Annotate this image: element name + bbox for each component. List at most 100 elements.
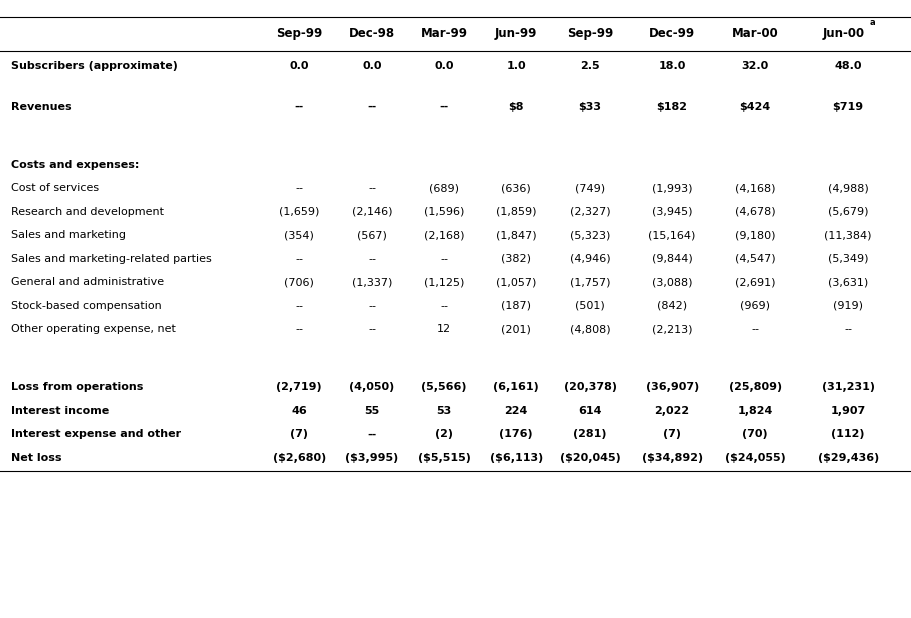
Text: --: -- xyxy=(367,430,376,439)
Text: (969): (969) xyxy=(740,301,769,311)
Text: (2,146): (2,146) xyxy=(352,207,392,217)
Text: (4,678): (4,678) xyxy=(734,207,774,217)
Text: (919): (919) xyxy=(833,301,862,311)
Text: (3,945): (3,945) xyxy=(651,207,691,217)
Text: (1,125): (1,125) xyxy=(424,277,464,287)
Text: (4,808): (4,808) xyxy=(569,324,609,334)
Text: (9,180): (9,180) xyxy=(734,231,774,240)
Text: (354): (354) xyxy=(284,231,313,240)
Text: 48.0: 48.0 xyxy=(834,61,861,71)
Text: (281): (281) xyxy=(573,430,606,439)
Text: Costs and expenses:: Costs and expenses: xyxy=(11,160,139,170)
Text: 224: 224 xyxy=(504,406,527,416)
Text: --: -- xyxy=(368,301,375,311)
Text: --: -- xyxy=(439,102,448,112)
Text: (20,378): (20,378) xyxy=(563,383,616,392)
Text: Sales and marketing-related parties: Sales and marketing-related parties xyxy=(11,254,211,264)
Text: (1,859): (1,859) xyxy=(496,207,536,217)
Text: (2,719): (2,719) xyxy=(276,383,322,392)
Text: Sep-99: Sep-99 xyxy=(567,27,612,41)
Text: (4,946): (4,946) xyxy=(569,254,609,264)
Text: (501): (501) xyxy=(575,301,604,311)
Text: 614: 614 xyxy=(578,406,601,416)
Text: Revenues: Revenues xyxy=(11,102,71,112)
Text: (7): (7) xyxy=(290,430,308,439)
Text: --: -- xyxy=(440,254,447,264)
Text: Cost of services: Cost of services xyxy=(11,184,99,193)
Text: (4,050): (4,050) xyxy=(349,383,394,392)
Text: --: -- xyxy=(295,254,302,264)
Text: 0.0: 0.0 xyxy=(289,61,309,71)
Text: 2.5: 2.5 xyxy=(579,61,599,71)
Text: (2,691): (2,691) xyxy=(734,277,774,287)
Text: Interest income: Interest income xyxy=(11,406,109,416)
Text: --: -- xyxy=(368,324,375,334)
Text: (1,659): (1,659) xyxy=(279,207,319,217)
Text: ($3,995): ($3,995) xyxy=(345,453,398,463)
Text: (201): (201) xyxy=(501,324,530,334)
Text: a: a xyxy=(869,19,875,27)
Text: Jun-00: Jun-00 xyxy=(822,27,864,41)
Text: Dec-98: Dec-98 xyxy=(349,27,394,41)
Text: (36,907): (36,907) xyxy=(645,383,698,392)
Text: --: -- xyxy=(368,184,375,193)
Text: 1.0: 1.0 xyxy=(506,61,526,71)
Text: Loss from operations: Loss from operations xyxy=(11,383,143,392)
Text: ($6,113): ($6,113) xyxy=(489,453,542,463)
Text: --: -- xyxy=(294,102,303,112)
Text: --: -- xyxy=(367,102,376,112)
Text: Mar-00: Mar-00 xyxy=(731,27,778,41)
Text: (25,809): (25,809) xyxy=(728,383,781,392)
Text: ($2,680): ($2,680) xyxy=(272,453,325,463)
Text: (6,161): (6,161) xyxy=(493,383,538,392)
Text: (70): (70) xyxy=(742,430,767,439)
Text: (749): (749) xyxy=(574,184,605,193)
Text: (2): (2) xyxy=(435,430,453,439)
Text: $719: $719 xyxy=(832,102,863,112)
Text: Subscribers (approximate): Subscribers (approximate) xyxy=(11,61,178,71)
Text: Other operating expense, net: Other operating expense, net xyxy=(11,324,176,334)
Text: Mar-99: Mar-99 xyxy=(420,27,467,41)
Text: --: -- xyxy=(368,254,375,264)
Text: 46: 46 xyxy=(291,406,307,416)
Text: (567): (567) xyxy=(357,231,386,240)
Text: 0.0: 0.0 xyxy=(362,61,382,71)
Text: (3,088): (3,088) xyxy=(651,277,691,287)
Text: (4,168): (4,168) xyxy=(734,184,774,193)
Text: $33: $33 xyxy=(578,102,601,112)
Text: --: -- xyxy=(844,324,851,334)
Text: $8: $8 xyxy=(508,102,523,112)
Text: Interest expense and other: Interest expense and other xyxy=(11,430,181,439)
Text: (5,349): (5,349) xyxy=(827,254,867,264)
Text: (1,993): (1,993) xyxy=(651,184,691,193)
Text: (9,844): (9,844) xyxy=(651,254,691,264)
Text: (11,384): (11,384) xyxy=(824,231,871,240)
Text: (706): (706) xyxy=(284,277,313,287)
Text: (1,057): (1,057) xyxy=(496,277,536,287)
Text: ($24,055): ($24,055) xyxy=(724,453,784,463)
Text: (5,323): (5,323) xyxy=(569,231,609,240)
Text: 18.0: 18.0 xyxy=(658,61,685,71)
Text: (1,847): (1,847) xyxy=(496,231,536,240)
Text: (112): (112) xyxy=(831,430,864,439)
Text: (2,213): (2,213) xyxy=(651,324,691,334)
Text: Jun-99: Jun-99 xyxy=(495,27,537,41)
Text: --: -- xyxy=(751,324,758,334)
Text: ($5,515): ($5,515) xyxy=(417,453,470,463)
Text: (176): (176) xyxy=(499,430,532,439)
Text: General and administrative: General and administrative xyxy=(11,277,164,287)
Text: 55: 55 xyxy=(364,406,379,416)
Text: Sales and marketing: Sales and marketing xyxy=(11,231,126,240)
Text: (3,631): (3,631) xyxy=(827,277,867,287)
Text: 1,824: 1,824 xyxy=(737,406,772,416)
Text: $424: $424 xyxy=(739,102,770,112)
Text: (382): (382) xyxy=(501,254,530,264)
Text: 1,907: 1,907 xyxy=(830,406,865,416)
Text: Sep-99: Sep-99 xyxy=(276,27,322,41)
Text: (5,566): (5,566) xyxy=(421,383,466,392)
Text: 32.0: 32.0 xyxy=(741,61,768,71)
Text: ($29,436): ($29,436) xyxy=(816,453,878,463)
Text: 12: 12 xyxy=(436,324,451,334)
Text: (842): (842) xyxy=(656,301,687,311)
Text: (4,547): (4,547) xyxy=(734,254,774,264)
